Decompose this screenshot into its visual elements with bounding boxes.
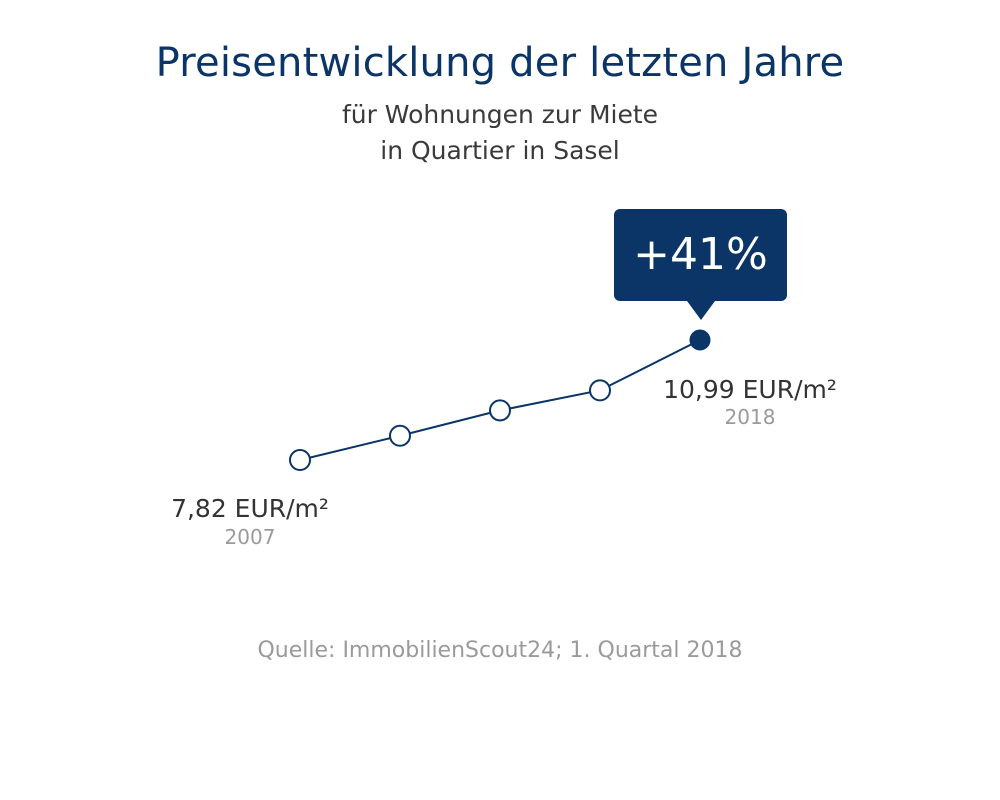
chart-subtitle-line-1: für Wohnungen zur Miete: [341, 100, 659, 129]
data-point: [589, 379, 611, 402]
start-value-label: 7,82 EUR/m²: [171, 494, 329, 523]
data-point: [489, 399, 511, 422]
source-note: Quelle: ImmobilienScout24; 1. Quartal 20…: [257, 638, 743, 663]
data-point-highlight: [689, 329, 711, 351]
chart-subtitle-line-2: in Quartier in Sasel: [380, 136, 620, 165]
data-point: [289, 449, 311, 471]
end-year-label: 2018: [724, 405, 776, 429]
data-point: [389, 424, 411, 447]
chart-title: Preisentwicklung der letzten Jahre: [155, 40, 845, 86]
percent-change-badge: +41%: [614, 209, 787, 320]
end-value-label: 10,99 EUR/m²: [663, 375, 837, 404]
start-year-label: 2007: [224, 525, 276, 549]
percent-change-label: +41%: [633, 229, 768, 280]
